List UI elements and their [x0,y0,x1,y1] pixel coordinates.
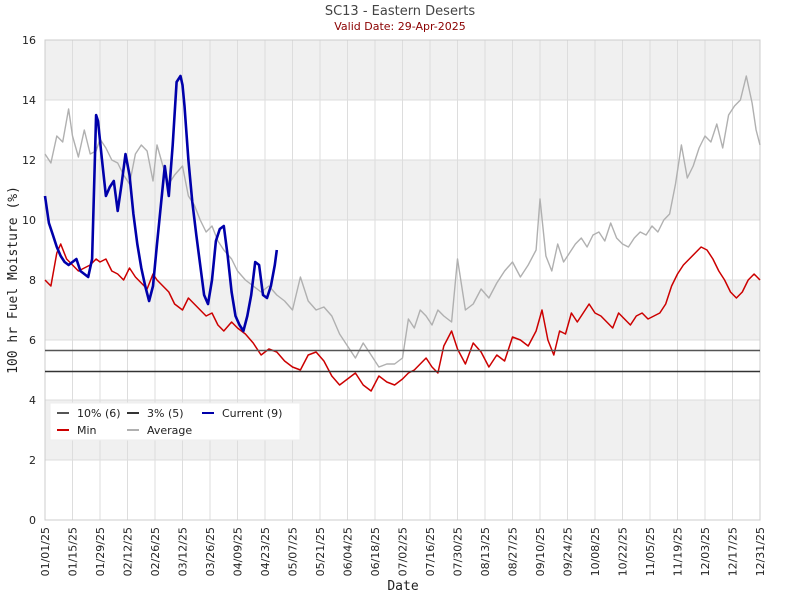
x-tick-label: 06/18/25 [369,527,382,576]
legend-label-pct3: 3% (5) [147,407,184,420]
y-tick-label: 8 [29,274,36,287]
x-tick-label: 11/05/25 [644,527,657,576]
y-tick-label: 14 [22,94,36,107]
x-tick-label: 07/30/25 [452,527,465,576]
x-tick-label: 08/13/25 [479,527,492,576]
x-tick-label: 07/02/25 [397,527,410,576]
legend: 10% (6) 3% (5) Current (9) Min Average [49,402,301,441]
chart-title: SC13 - Eastern Deserts [325,4,476,19]
y-tick-label: 10 [22,214,36,227]
legend-label-average: Average [147,424,192,437]
y-tick-label: 12 [22,154,36,167]
x-tick-label: 01/15/25 [67,527,80,576]
y-tick-label: 2 [29,454,36,467]
x-axis-ticks: 01/01/25 01/15/25 01/29/25 02/12/25 02/26/25… [39,527,767,576]
legend-box [49,402,301,441]
y-tick-label: 0 [29,514,36,527]
x-tick-label: 05/07/25 [287,527,300,576]
y-tick-label: 16 [22,34,36,47]
series-line-current [43,74,279,333]
x-tick-label: 01/01/25 [39,527,52,576]
x-axis-label: Date [387,579,418,594]
x-tick-label: 12/03/25 [699,527,712,576]
y-tick-label: 6 [29,334,36,347]
x-tick-label: 06/04/25 [342,527,355,576]
x-tick-label: 04/09/25 [232,527,245,576]
x-tick-label: 10/22/25 [617,527,630,576]
y-axis-label: 100 hr Fuel Moisture (%) [6,186,21,374]
y-tick-label: 4 [29,394,36,407]
x-tick-label: 12/31/25 [754,527,767,576]
x-tick-label: 02/26/25 [149,527,162,576]
legend-label-min: Min [77,424,97,437]
x-tick-label: 09/24/25 [562,527,575,576]
legend-label-current: Current (9) [222,407,282,420]
x-tick-label: 10/08/25 [589,527,602,576]
x-tick-label: 02/12/25 [122,527,135,576]
x-tick-label: 09/10/25 [534,527,547,576]
x-tick-label: 08/27/25 [507,527,520,576]
series-line-average [44,75,761,368]
threshold-layer [45,349,760,373]
chart-subtitle: Valid Date: 29-Apr-2025 [334,20,466,33]
x-tick-label: 04/23/25 [259,527,272,576]
x-tick-label: 03/12/25 [177,527,190,576]
x-tick-label: 12/17/25 [727,527,740,576]
legend-label-pct10: 10% (6) [77,407,121,420]
x-tick-label: 05/21/25 [314,527,327,576]
x-tick-label: 07/16/25 [424,527,437,576]
y-axis-ticks: 0 2 4 6 8 10 12 14 16 [22,34,36,527]
x-tick-label: 11/19/25 [672,527,685,576]
x-tick-label: 03/26/25 [204,527,217,576]
x-tick-label: 01/29/25 [94,527,107,576]
